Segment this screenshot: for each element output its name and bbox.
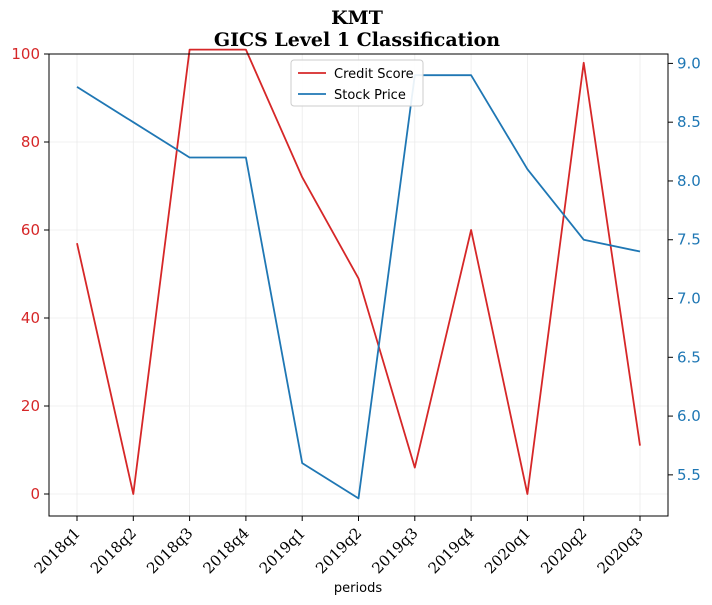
chart-subtitle: GICS Level 1 Classification xyxy=(214,29,500,51)
chart-title: KMT xyxy=(331,7,383,29)
x-tick-label: 2019q2 xyxy=(312,524,365,577)
left-tick-label: 20 xyxy=(21,397,40,415)
legend-label: Credit Score xyxy=(334,67,414,82)
x-tick-label: 2018q2 xyxy=(87,524,140,577)
left-tick-label: 80 xyxy=(21,133,40,151)
x-tick-label: 2018q4 xyxy=(199,524,252,577)
right-tick-label: 8.0 xyxy=(677,172,701,190)
x-axis-label: periods xyxy=(334,581,382,596)
right-axis: 5.5 6.0 6.5 7.0 7.5 8.0 8.5 9.0 xyxy=(668,54,701,484)
x-tick-label: 2019q3 xyxy=(368,524,421,577)
legend-label: Stock Price xyxy=(334,88,406,103)
left-tick-label: 40 xyxy=(21,309,40,327)
series-line-stock-price xyxy=(76,74,641,500)
legend: Credit Score Stock Price xyxy=(290,59,424,107)
x-tick-label: 2020q2 xyxy=(537,524,590,577)
x-tick-label: 2020q1 xyxy=(481,524,534,577)
left-tick-label: 100 xyxy=(11,45,40,63)
left-tick-label: 0 xyxy=(30,485,40,503)
x-axis: 2018q1 2018q2 2018q3 2018q4 2019q1 2019q2 2019… xyxy=(31,516,647,577)
left-axis: 0 20 40 60 80 100 xyxy=(11,45,49,503)
x-tick-label: 2019q4 xyxy=(425,524,478,577)
x-tick-label: 2018q3 xyxy=(143,524,196,577)
right-tick-label: 6.0 xyxy=(677,407,701,425)
right-tick-label: 6.5 xyxy=(677,348,701,366)
series-line-credit-score xyxy=(76,48,641,495)
x-tick-label: 2020q3 xyxy=(594,524,647,577)
right-tick-label: 5.5 xyxy=(677,466,701,484)
right-tick-label: 7.5 xyxy=(677,231,701,249)
x-tick-label: 2019q1 xyxy=(256,524,309,577)
x-tick-label: 2018q1 xyxy=(31,524,84,577)
right-tick-label: 7.0 xyxy=(677,290,701,308)
left-tick-label: 60 xyxy=(21,221,40,239)
series-lines xyxy=(76,48,641,500)
right-tick-label: 8.5 xyxy=(677,113,701,131)
right-tick-label: 9.0 xyxy=(677,54,701,72)
